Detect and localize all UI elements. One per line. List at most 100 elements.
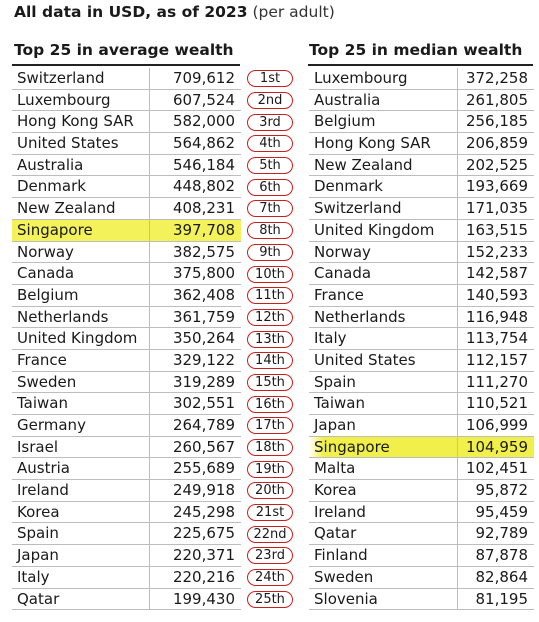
country-name: Spain <box>17 524 59 543</box>
title-main: All data in USD, as of 2023 <box>14 3 248 21</box>
column-divider <box>457 284 458 306</box>
left-table-row: Hong Kong SAR 582,000 <box>12 111 241 134</box>
page-title: All data in USD, as of 2023 (per adult) <box>14 3 335 21</box>
column-divider <box>149 588 150 610</box>
column-divider <box>149 133 150 154</box>
rank-badge: 10th <box>247 265 293 283</box>
rank-badge: 2nd <box>247 92 293 110</box>
rank-cell: 13th <box>245 328 295 350</box>
country-name: Switzerland <box>17 69 105 87</box>
left-table-row: Luxembourg 607,524 <box>12 89 241 112</box>
column-divider <box>457 458 458 480</box>
column-divider <box>149 566 150 588</box>
left-table-row: Norway 382,575 <box>12 241 241 264</box>
median-heading-rule <box>308 64 533 66</box>
rank-cell: 22nd <box>245 523 295 545</box>
wealth-value: 81,195 <box>475 589 529 608</box>
column-divider <box>149 545 150 566</box>
column-divider <box>149 328 150 349</box>
rank-badge: 19th <box>247 460 293 478</box>
wealth-value: 82,864 <box>475 567 529 586</box>
column-divider <box>457 588 458 610</box>
left-table-row: Denmark 448,802 <box>12 176 241 199</box>
left-table-row: Singapore 397,708 <box>12 219 241 242</box>
column-divider <box>149 480 150 501</box>
left-table-row: Ireland 249,918 <box>12 480 241 502</box>
left-table-row: Korea 245,298 <box>12 501 241 524</box>
wealth-value: 546,184 <box>172 155 235 174</box>
rank-cell: 11th <box>245 285 295 307</box>
country-name: United Kingdom <box>17 329 138 348</box>
column-divider <box>149 241 150 263</box>
wealth-value: 102,451 <box>465 459 528 478</box>
rank-cell: 20th <box>245 480 295 502</box>
column-divider <box>457 176 458 198</box>
left-table-row: Switzerland 709,612 <box>12 68 241 90</box>
average-wealth-heading: Top 25 in average wealth <box>14 41 234 59</box>
wealth-value: 256,185 <box>465 112 528 131</box>
wealth-value: 106,999 <box>465 416 528 434</box>
wealth-value: 372,258 <box>465 69 528 87</box>
rank-cell: 25th <box>245 589 295 611</box>
wealth-value: 140,593 <box>465 285 528 304</box>
right-table-row: United Kingdom 163,515 <box>309 219 534 242</box>
rank-cell: 5th <box>245 155 295 177</box>
column-divider <box>457 154 458 176</box>
rank-cell: 6th <box>245 176 295 198</box>
wealth-value: 220,371 <box>172 546 235 565</box>
column-divider <box>457 480 458 501</box>
column-divider <box>149 393 150 414</box>
wealth-value: 382,575 <box>172 242 235 261</box>
column-divider <box>457 415 458 436</box>
rank-cell: 4th <box>245 133 295 155</box>
right-table-row: Luxembourg 372,258 <box>309 68 534 90</box>
right-table-row: Spain 111,270 <box>309 371 534 394</box>
wealth-value: 112,157 <box>465 350 528 369</box>
right-table-row: Singapore 104,959 <box>309 436 534 459</box>
column-divider <box>149 154 150 176</box>
wealth-value: 116,948 <box>465 307 528 326</box>
wealth-value: 104,959 <box>465 437 528 456</box>
left-table-row: New Zealand 408,231 <box>12 198 241 220</box>
rank-badge: 18th <box>247 439 293 457</box>
country-name: Qatar <box>17 589 60 608</box>
column-divider <box>149 219 150 241</box>
rank-badge: 5th <box>247 157 293 175</box>
wealth-value: 564,862 <box>172 134 235 153</box>
right-table-row: Switzerland 171,035 <box>309 198 534 220</box>
column-divider <box>457 263 458 284</box>
wealth-value: 375,800 <box>172 264 235 283</box>
rank-badge: 11th <box>247 287 293 305</box>
country-name: Netherlands <box>314 307 406 326</box>
right-table-row: Qatar 92,789 <box>309 523 534 546</box>
column-divider <box>149 198 150 219</box>
wealth-value: 113,754 <box>465 329 528 348</box>
rank-cell: 8th <box>245 220 295 242</box>
country-name: Belgium <box>17 285 79 304</box>
column-divider <box>457 328 458 349</box>
country-name: United States <box>17 134 119 153</box>
wealth-value: 361,759 <box>172 307 235 326</box>
column-divider <box>457 371 458 393</box>
country-name: Korea <box>314 481 357 500</box>
rank-badge: 24th <box>247 569 293 587</box>
rank-cell: 18th <box>245 437 295 459</box>
rank-cell: 15th <box>245 372 295 394</box>
country-name: Spain <box>314 372 356 391</box>
country-name: Malta <box>314 459 356 478</box>
left-table-row: Italy 220,216 <box>12 566 241 589</box>
wealth-value: 199,430 <box>172 589 235 608</box>
country-name: Canada <box>17 264 75 283</box>
column-divider <box>149 436 150 458</box>
column-divider <box>457 111 458 133</box>
rank-badge: 21st <box>247 504 293 522</box>
rank-badge: 7th <box>247 200 293 218</box>
rank-badge: 9th <box>247 243 293 261</box>
country-name: Denmark <box>17 177 86 196</box>
column-divider <box>149 458 150 480</box>
rank-badge: 6th <box>247 178 293 196</box>
average-heading-rule <box>12 64 240 66</box>
right-table-row: Korea 95,872 <box>309 480 534 502</box>
country-name: Ireland <box>314 502 366 521</box>
wealth-value: 111,270 <box>465 372 528 391</box>
